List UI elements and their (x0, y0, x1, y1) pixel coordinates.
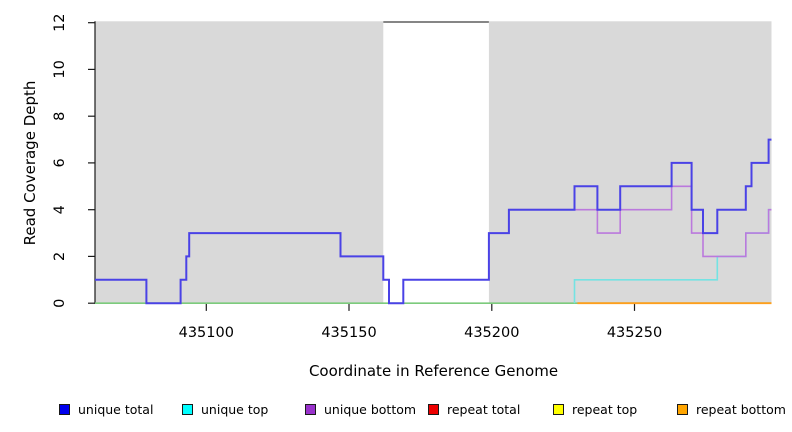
y-tick-label: 8 (52, 112, 68, 121)
legend-label: unique top (201, 401, 269, 417)
legend-item-unique-bottom: unique bottom (305, 398, 416, 420)
legend-item-repeat-top: repeat top (553, 398, 637, 420)
legend-label: unique total (78, 401, 154, 417)
legend-label: unique bottom (324, 401, 417, 417)
y-tick-label: 4 (52, 205, 68, 214)
y-tick-label: 2 (52, 252, 68, 261)
x-tick-label: 435200 (464, 325, 519, 341)
legend-item-repeat-total: repeat total (428, 398, 520, 420)
x-tick-label: 435150 (321, 325, 376, 341)
y-tick-label: 12 (52, 13, 68, 31)
legend-item-repeat-bottom: repeat bottom (677, 398, 786, 420)
coverage-plot: 0 2 4 6 8 10 12 435100 435150 435200 435250 (52, 13, 772, 341)
shaded-region-right (488, 21, 772, 304)
x-tick-label: 435100 (179, 325, 234, 341)
x-axis-title: Coordinate in Reference Genome (308, 362, 559, 380)
plot-series-unique-total (95, 138, 772, 305)
y-tick-label: 0 (52, 299, 68, 308)
x-tick-label: 435250 (607, 325, 662, 341)
y-tick-label: 6 (52, 158, 68, 167)
y-axis-title: Read Coverage Depth (21, 80, 39, 246)
legend-swatch-unique-top (182, 403, 193, 415)
legend-item-unique-top: unique top (182, 398, 268, 420)
y-tick-label: 10 (52, 60, 68, 78)
legend-label: repeat total (447, 401, 521, 417)
legend-swatch-repeat-total (428, 403, 439, 415)
shaded-region-left (95, 21, 384, 304)
legend-swatch-repeat-top (553, 403, 564, 415)
legend-label: repeat top (572, 401, 638, 417)
legend-swatch-unique-bottom (305, 403, 316, 415)
legend-swatch-unique-total (59, 403, 70, 415)
legend: unique total unique top unique bottom repea… (0, 398, 792, 424)
legend-label: repeat bottom (696, 401, 786, 417)
legend-item-unique-total: unique total (59, 398, 153, 420)
legend-swatch-repeat-bottom (677, 403, 688, 415)
